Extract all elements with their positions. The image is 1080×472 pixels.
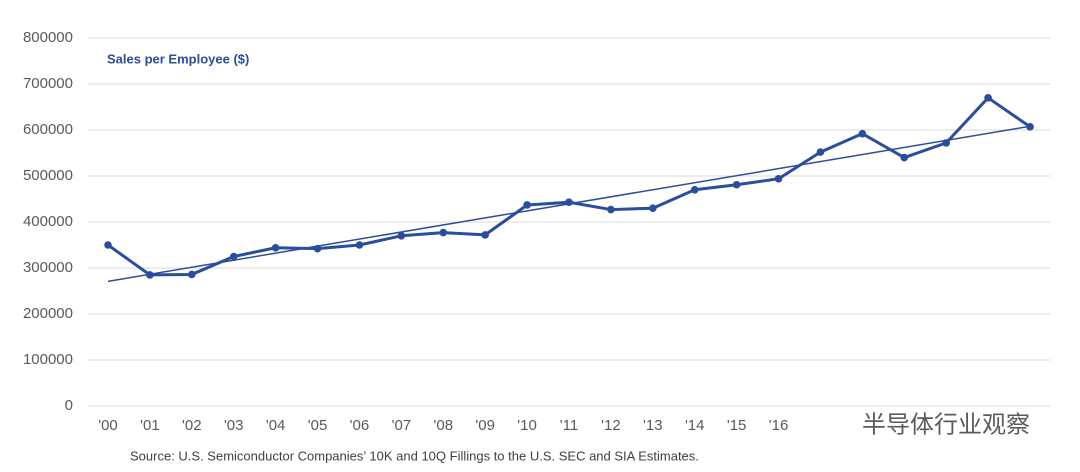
data-point xyxy=(481,231,489,239)
data-point xyxy=(649,204,657,212)
watermark: 半导体行业观察 xyxy=(862,411,1030,438)
x-tick-label: '07 xyxy=(392,417,412,434)
data-point xyxy=(774,174,783,183)
y-tick-label: 700000 xyxy=(23,75,73,92)
y-tick-label: 100000 xyxy=(23,351,73,368)
data-point xyxy=(439,228,448,237)
data-point xyxy=(229,252,238,261)
y-tick-label: 800000 xyxy=(23,29,73,46)
data-point xyxy=(942,139,950,147)
data-point xyxy=(565,198,573,207)
y-tick-label: 600000 xyxy=(23,121,73,138)
x-tick-label: '05 xyxy=(308,417,328,434)
data-point xyxy=(355,241,364,249)
data-point xyxy=(271,243,280,252)
data-point xyxy=(1026,122,1034,131)
data-point xyxy=(984,94,992,102)
x-tick-label: '16 xyxy=(769,417,789,434)
data-point xyxy=(690,186,699,194)
y-tick-label: 500000 xyxy=(23,167,73,184)
x-tick-label: '08 xyxy=(433,417,453,434)
x-tick-label: '15 xyxy=(727,417,747,434)
x-tick-label: '13 xyxy=(643,417,663,434)
chart-title: Sales per Employee ($) xyxy=(107,51,249,66)
data-point xyxy=(313,244,322,253)
source-note: Source: U.S. Semiconductor Companies’ 10… xyxy=(130,448,699,463)
data-line xyxy=(107,96,1031,277)
x-tick-label: '09 xyxy=(475,417,495,434)
x-tick-label: '00 xyxy=(98,417,118,434)
x-tick-label: '02 xyxy=(182,417,202,434)
x-tick-label: '06 xyxy=(350,417,370,434)
y-tick-label: 0 xyxy=(65,397,73,414)
y-tick-label: 400000 xyxy=(23,213,73,230)
y-tick-label: 200000 xyxy=(23,305,73,322)
data-point xyxy=(607,205,615,214)
x-tick-label: '03 xyxy=(224,417,244,434)
data-point xyxy=(900,153,909,162)
x-tick-label: '01 xyxy=(140,417,160,434)
data-point xyxy=(858,129,867,138)
data-point xyxy=(188,270,196,279)
x-tick-label: '04 xyxy=(266,417,286,434)
x-tick-label: '10 xyxy=(517,417,537,434)
data-point xyxy=(523,201,531,209)
y-tick-label: 300000 xyxy=(23,259,73,276)
data-point xyxy=(816,148,825,156)
x-tick-label: '11 xyxy=(560,417,578,434)
data-point xyxy=(732,180,741,189)
x-tick-label: '14 xyxy=(685,417,705,434)
x-tick-label: '12 xyxy=(601,417,621,434)
data-point xyxy=(397,232,406,240)
data-point xyxy=(146,271,154,279)
data-point xyxy=(104,241,112,249)
